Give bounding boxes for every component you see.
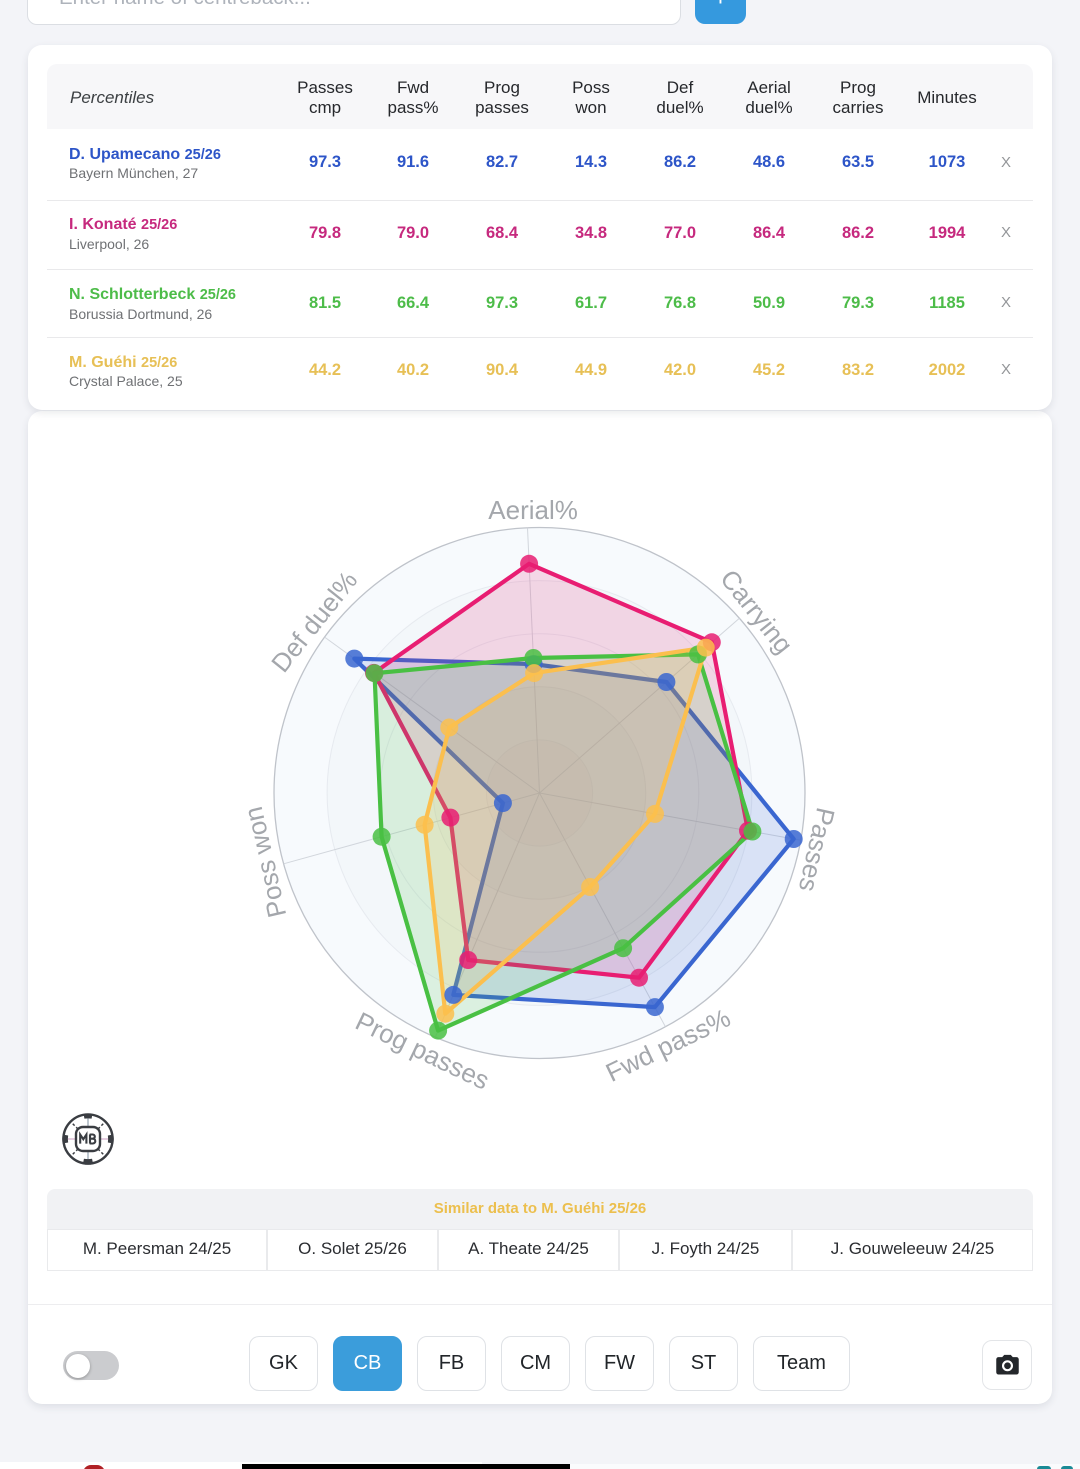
svg-text:Aerial%: Aerial%: [488, 495, 578, 525]
